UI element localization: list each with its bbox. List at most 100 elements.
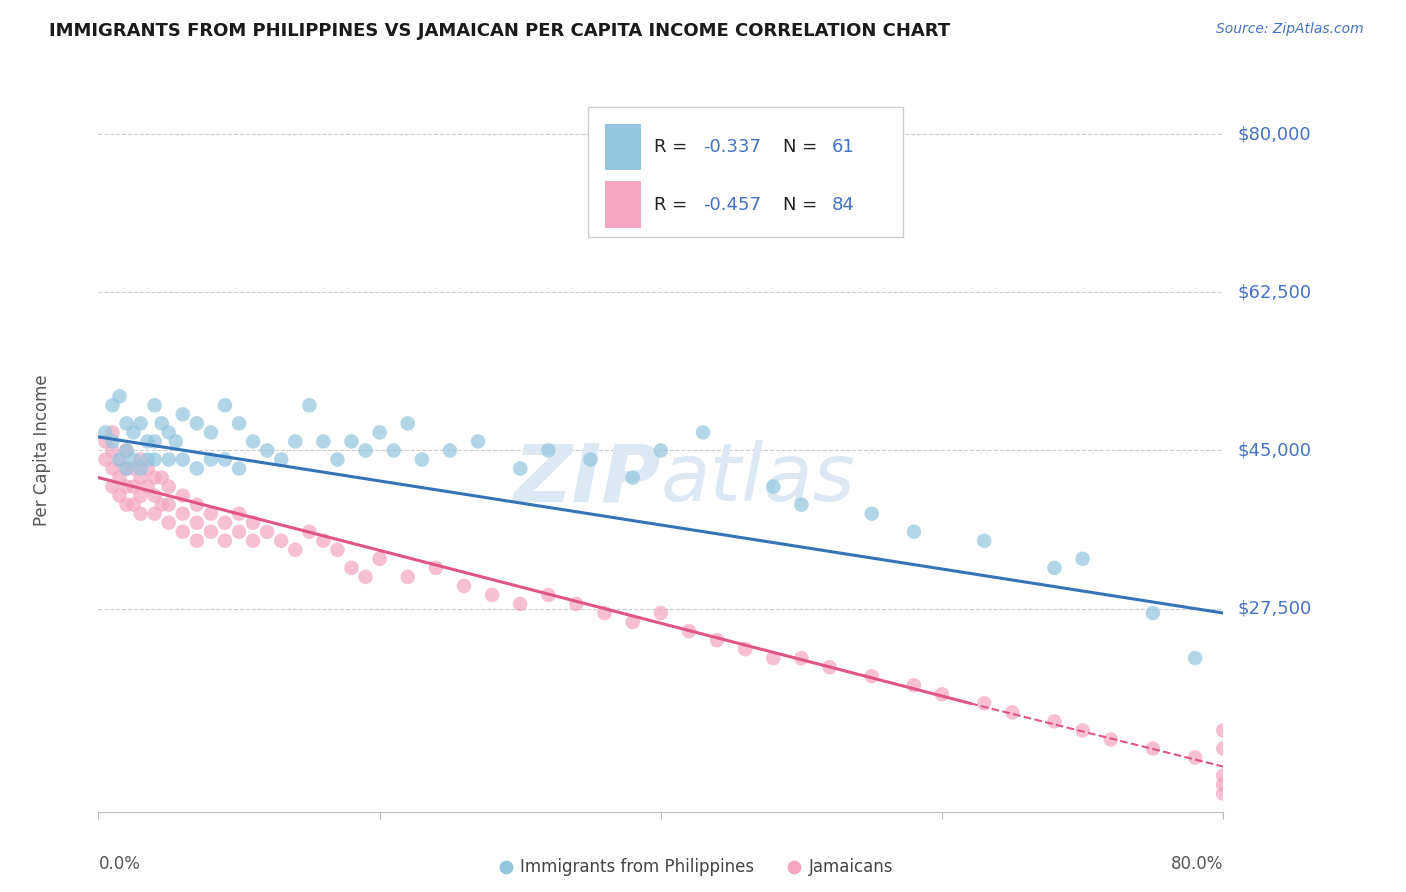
Point xyxy=(481,588,503,602)
Text: -0.457: -0.457 xyxy=(703,196,762,214)
Point xyxy=(734,642,756,657)
Text: N =: N = xyxy=(783,138,824,156)
Point xyxy=(326,452,349,467)
Point xyxy=(1071,723,1094,738)
Point xyxy=(136,452,159,467)
Point xyxy=(150,498,173,512)
Text: 0.0%: 0.0% xyxy=(98,855,141,873)
Point xyxy=(115,461,138,475)
Point xyxy=(882,850,904,864)
Point xyxy=(621,615,644,629)
Point xyxy=(129,489,152,503)
Point xyxy=(579,452,602,467)
Point xyxy=(1043,561,1066,575)
Point xyxy=(143,489,166,503)
Point xyxy=(214,452,236,467)
Point xyxy=(129,452,152,467)
Point xyxy=(860,669,883,683)
Point xyxy=(1212,723,1234,738)
Point xyxy=(157,425,180,440)
Point xyxy=(129,461,152,475)
Point xyxy=(678,624,700,639)
Point xyxy=(242,533,264,548)
Point xyxy=(172,489,194,503)
Point xyxy=(115,443,138,458)
Point xyxy=(284,542,307,557)
Point xyxy=(692,425,714,440)
Point xyxy=(284,434,307,449)
Point xyxy=(157,498,180,512)
Point xyxy=(509,461,531,475)
Text: 80.0%: 80.0% xyxy=(1171,855,1223,873)
Point xyxy=(129,417,152,431)
Point xyxy=(242,516,264,530)
Point xyxy=(706,633,728,648)
Point xyxy=(101,480,124,494)
Point xyxy=(368,425,391,440)
Point xyxy=(143,470,166,484)
Point xyxy=(136,480,159,494)
Point xyxy=(537,588,560,602)
Point xyxy=(650,443,672,458)
Point xyxy=(200,507,222,521)
Point xyxy=(228,461,250,475)
Point xyxy=(270,533,292,548)
Point xyxy=(101,461,124,475)
Point xyxy=(1212,778,1234,792)
Point xyxy=(467,434,489,449)
Point xyxy=(593,850,616,864)
Point xyxy=(122,498,145,512)
Point xyxy=(214,398,236,412)
Point xyxy=(1099,732,1122,747)
Point xyxy=(326,542,349,557)
Point xyxy=(593,606,616,620)
Point xyxy=(186,461,208,475)
Point xyxy=(1212,787,1234,801)
Point xyxy=(439,443,461,458)
Point xyxy=(136,434,159,449)
Text: N =: N = xyxy=(783,196,824,214)
Point xyxy=(172,524,194,539)
Point xyxy=(973,696,995,710)
Point xyxy=(818,660,841,674)
Point xyxy=(94,425,117,440)
Text: $27,500: $27,500 xyxy=(1237,599,1312,617)
Point xyxy=(860,507,883,521)
Text: IMMIGRANTS FROM PHILIPPINES VS JAMAICAN PER CAPITA INCOME CORRELATION CHART: IMMIGRANTS FROM PHILIPPINES VS JAMAICAN … xyxy=(49,22,950,40)
Text: 61: 61 xyxy=(832,138,855,156)
Text: Jamaicans: Jamaicans xyxy=(808,858,893,876)
Text: Immigrants from Philippines: Immigrants from Philippines xyxy=(520,858,755,876)
Point xyxy=(312,434,335,449)
Point xyxy=(186,417,208,431)
Point xyxy=(186,498,208,512)
Text: $62,500: $62,500 xyxy=(1237,284,1312,301)
Point xyxy=(1212,741,1234,756)
Point xyxy=(537,443,560,458)
Point xyxy=(143,507,166,521)
Point xyxy=(298,524,321,539)
Point xyxy=(1184,651,1206,665)
Point xyxy=(101,425,124,440)
Point xyxy=(115,498,138,512)
Point xyxy=(354,570,377,584)
Point xyxy=(94,452,117,467)
Text: -0.337: -0.337 xyxy=(703,138,762,156)
Text: Per Capita Income: Per Capita Income xyxy=(34,375,51,526)
Text: ZIP: ZIP xyxy=(513,441,661,518)
Point xyxy=(157,480,180,494)
Point xyxy=(122,425,145,440)
Text: $45,000: $45,000 xyxy=(1237,442,1312,459)
Text: atlas: atlas xyxy=(661,441,856,518)
Point xyxy=(396,417,419,431)
Point xyxy=(565,597,588,611)
Point xyxy=(172,507,194,521)
Point xyxy=(101,434,124,449)
Point xyxy=(396,570,419,584)
Point xyxy=(903,524,925,539)
Point xyxy=(368,551,391,566)
Point xyxy=(122,480,145,494)
Point xyxy=(621,470,644,484)
Point xyxy=(256,524,278,539)
Point xyxy=(186,516,208,530)
Point xyxy=(101,398,124,412)
